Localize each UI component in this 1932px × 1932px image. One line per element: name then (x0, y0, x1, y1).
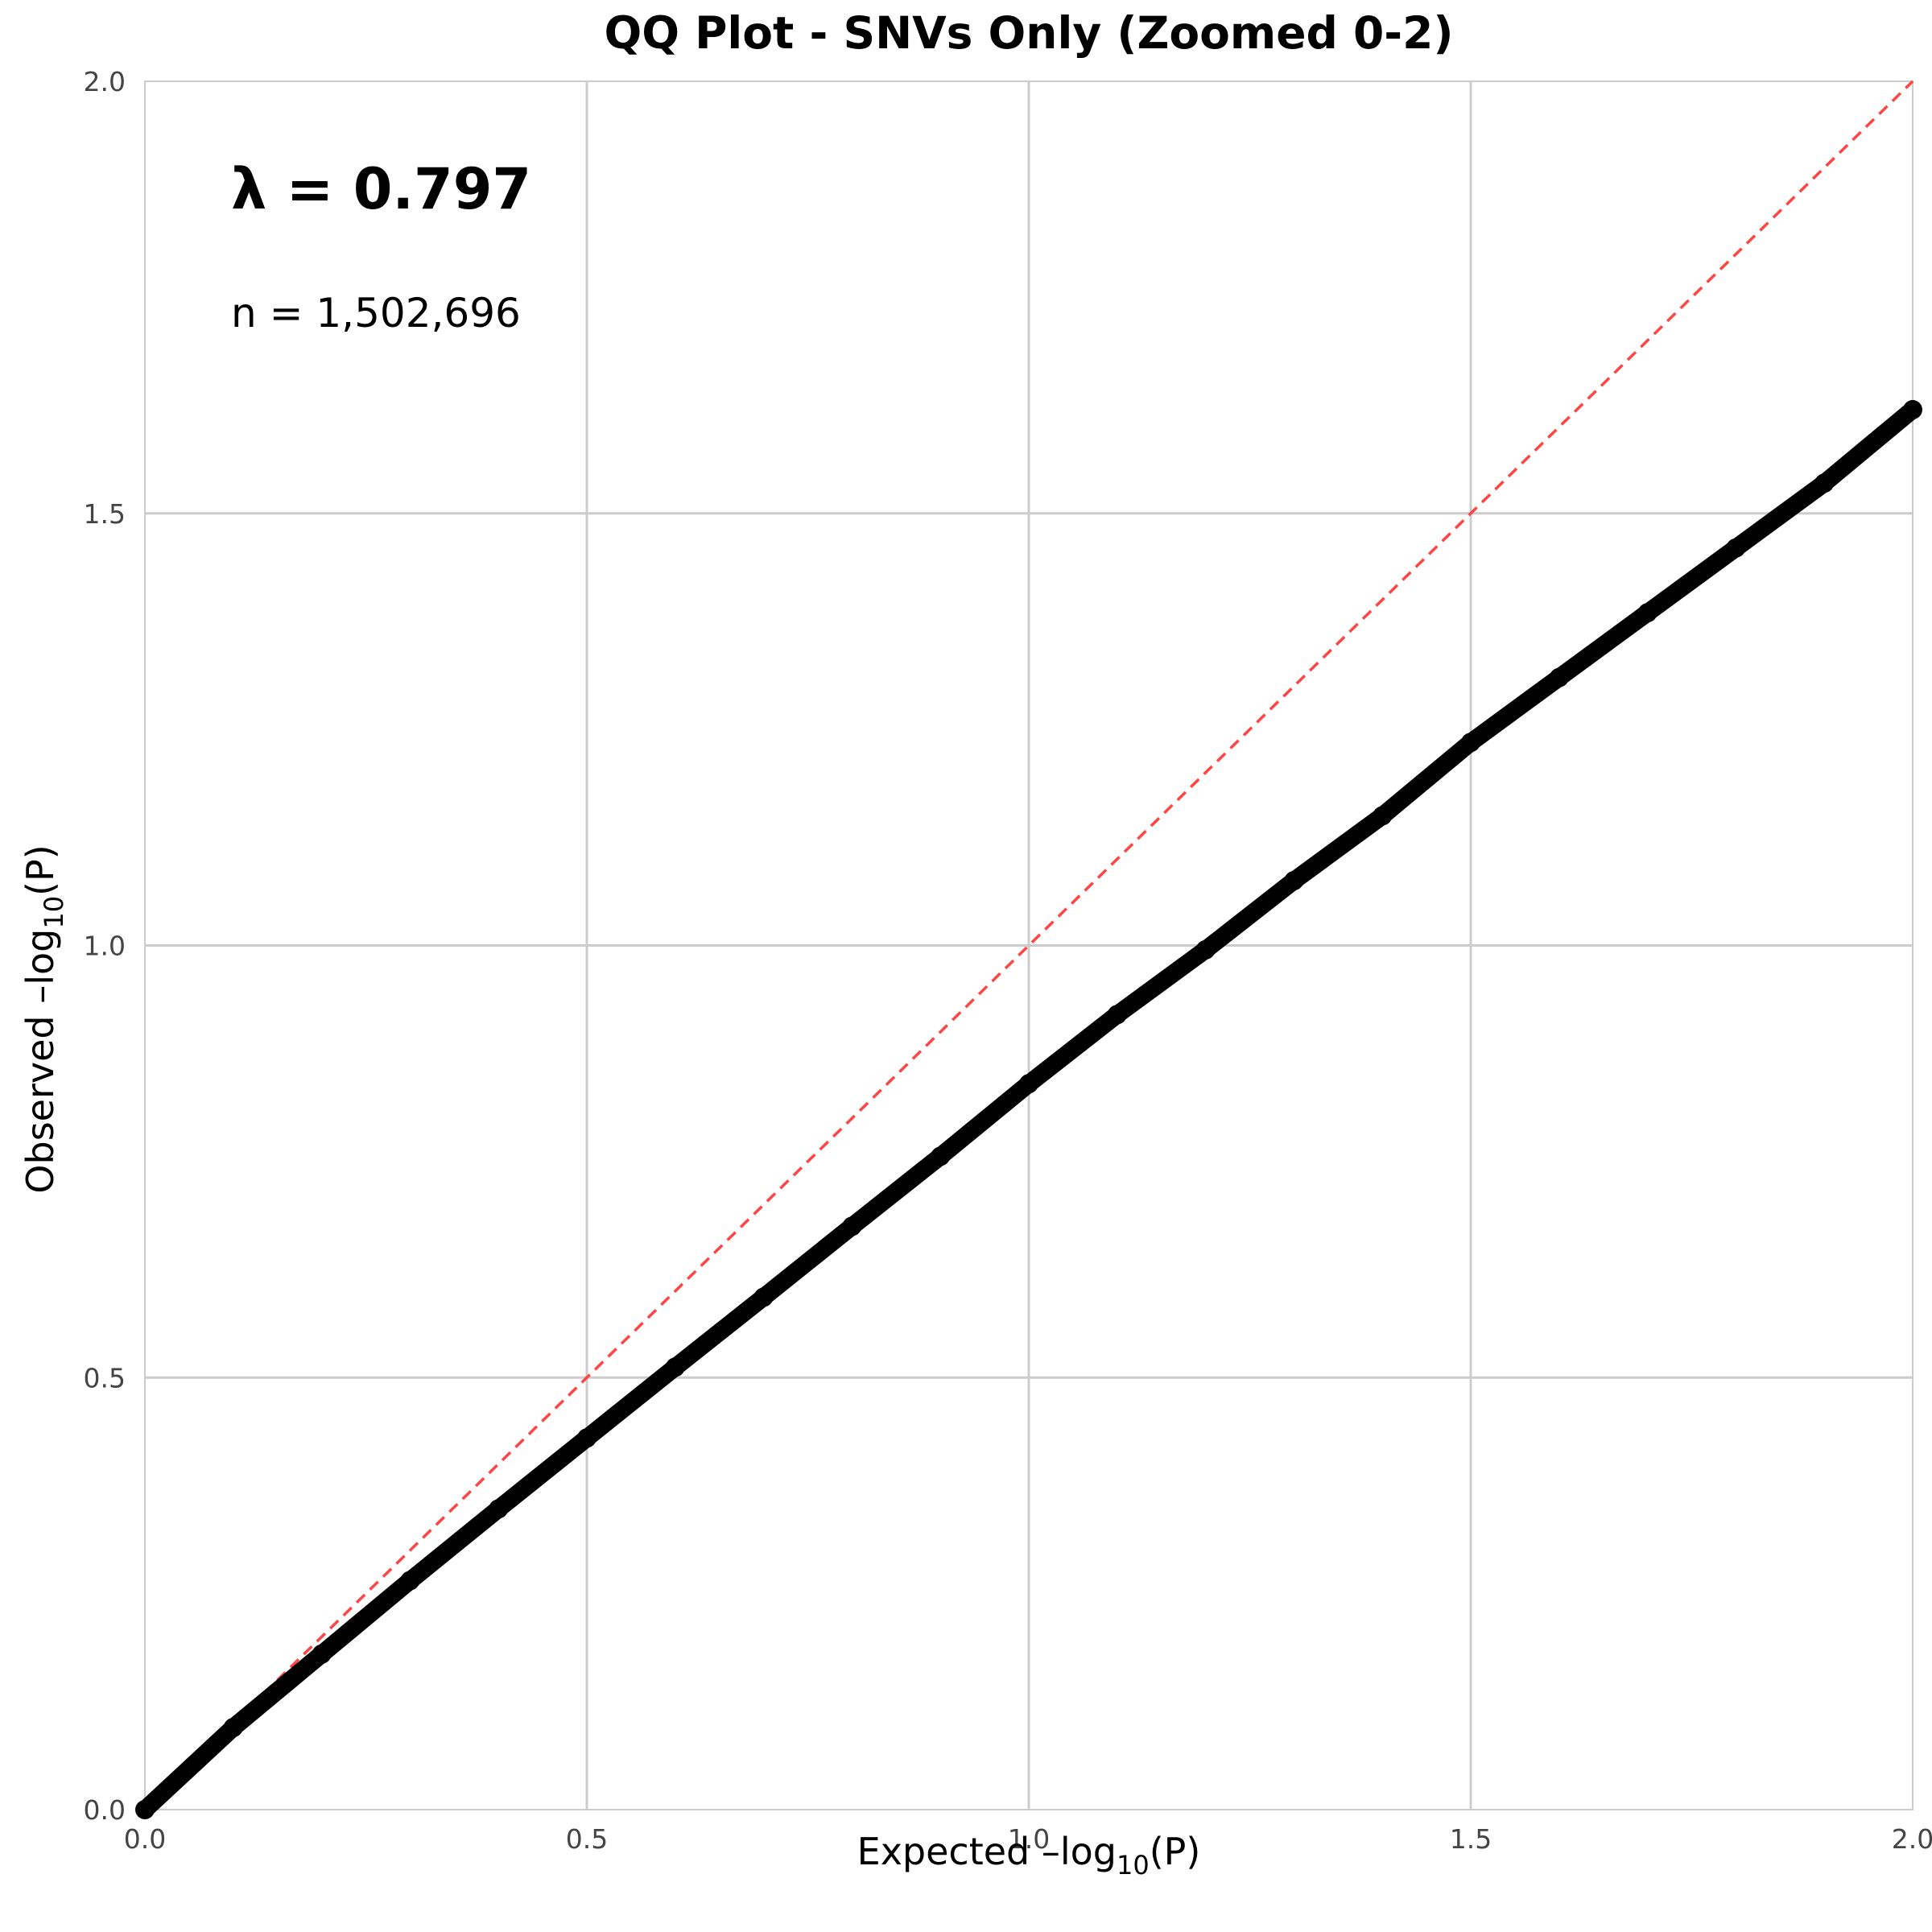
qq-point (1814, 473, 1835, 493)
x-axis-label-text: Expected –log (857, 1830, 1117, 1873)
chart-title: QQ Plot - SNVs Only (Zoomed 0-2) (604, 7, 1453, 59)
qq-point (135, 1800, 155, 1819)
qq-point (1284, 870, 1304, 890)
x-tick-label: 0.0 (124, 1823, 166, 1855)
qq-points (135, 399, 1922, 1819)
qq-point (1373, 806, 1393, 826)
qq-point (312, 1644, 332, 1664)
x-tick-label: 0.5 (566, 1823, 608, 1855)
qq-point (577, 1428, 597, 1448)
y-axis-label-tail: (P) (19, 844, 62, 896)
qq-point (223, 1718, 243, 1738)
y-tick-label: 1.0 (84, 931, 126, 962)
reference-diagonal-line (143, 80, 1914, 1811)
y-axis-label-text: Observed –log (19, 929, 62, 1194)
qq-point (400, 1571, 420, 1591)
y-tick-label: 0.5 (84, 1362, 126, 1393)
grid-lines (145, 81, 1913, 1810)
n-count-annotation: n = 1,502,696 (231, 290, 521, 336)
qq-point (931, 1146, 951, 1166)
tick-labels: 0.0 0.5 1.0 1.5 2.0 0.0 0.5 1.0 1.5 2.0 (84, 66, 1932, 1855)
qq-point (489, 1499, 509, 1519)
y-tick-label: 0.0 (84, 1794, 126, 1826)
qq-point (753, 1287, 774, 1307)
lambda-annotation: λ = 0.797 (231, 156, 531, 222)
x-axis-label-subscript: 10 (1117, 1850, 1150, 1880)
reference-line (143, 80, 1914, 1811)
plot-border (144, 80, 1913, 1810)
qq-point (1637, 603, 1657, 623)
qq-point (1195, 939, 1216, 960)
y-axis-label-subscript: 10 (39, 896, 69, 929)
x-tick-label: 2.0 (1892, 1823, 1932, 1855)
qq-point (842, 1216, 862, 1236)
x-tick-label: 1.5 (1450, 1823, 1492, 1855)
qq-point (1019, 1074, 1038, 1094)
qq-point (1461, 733, 1480, 753)
x-axis-label: Expected –log10(P) (857, 1830, 1201, 1880)
qq-point (1107, 1005, 1127, 1025)
qq-point (1726, 538, 1746, 558)
qq-point (1549, 667, 1569, 687)
x-tick-label: 1.0 (1008, 1823, 1050, 1855)
axes-frame (144, 80, 1913, 1810)
qq-point (1903, 399, 1922, 419)
y-tick-label: 1.5 (84, 498, 126, 530)
x-axis-label-tail: (P) (1150, 1830, 1201, 1873)
qq-point (665, 1357, 685, 1377)
y-axis-label: Observed –log10(P) (19, 844, 69, 1193)
y-tick-label: 2.0 (84, 66, 126, 97)
